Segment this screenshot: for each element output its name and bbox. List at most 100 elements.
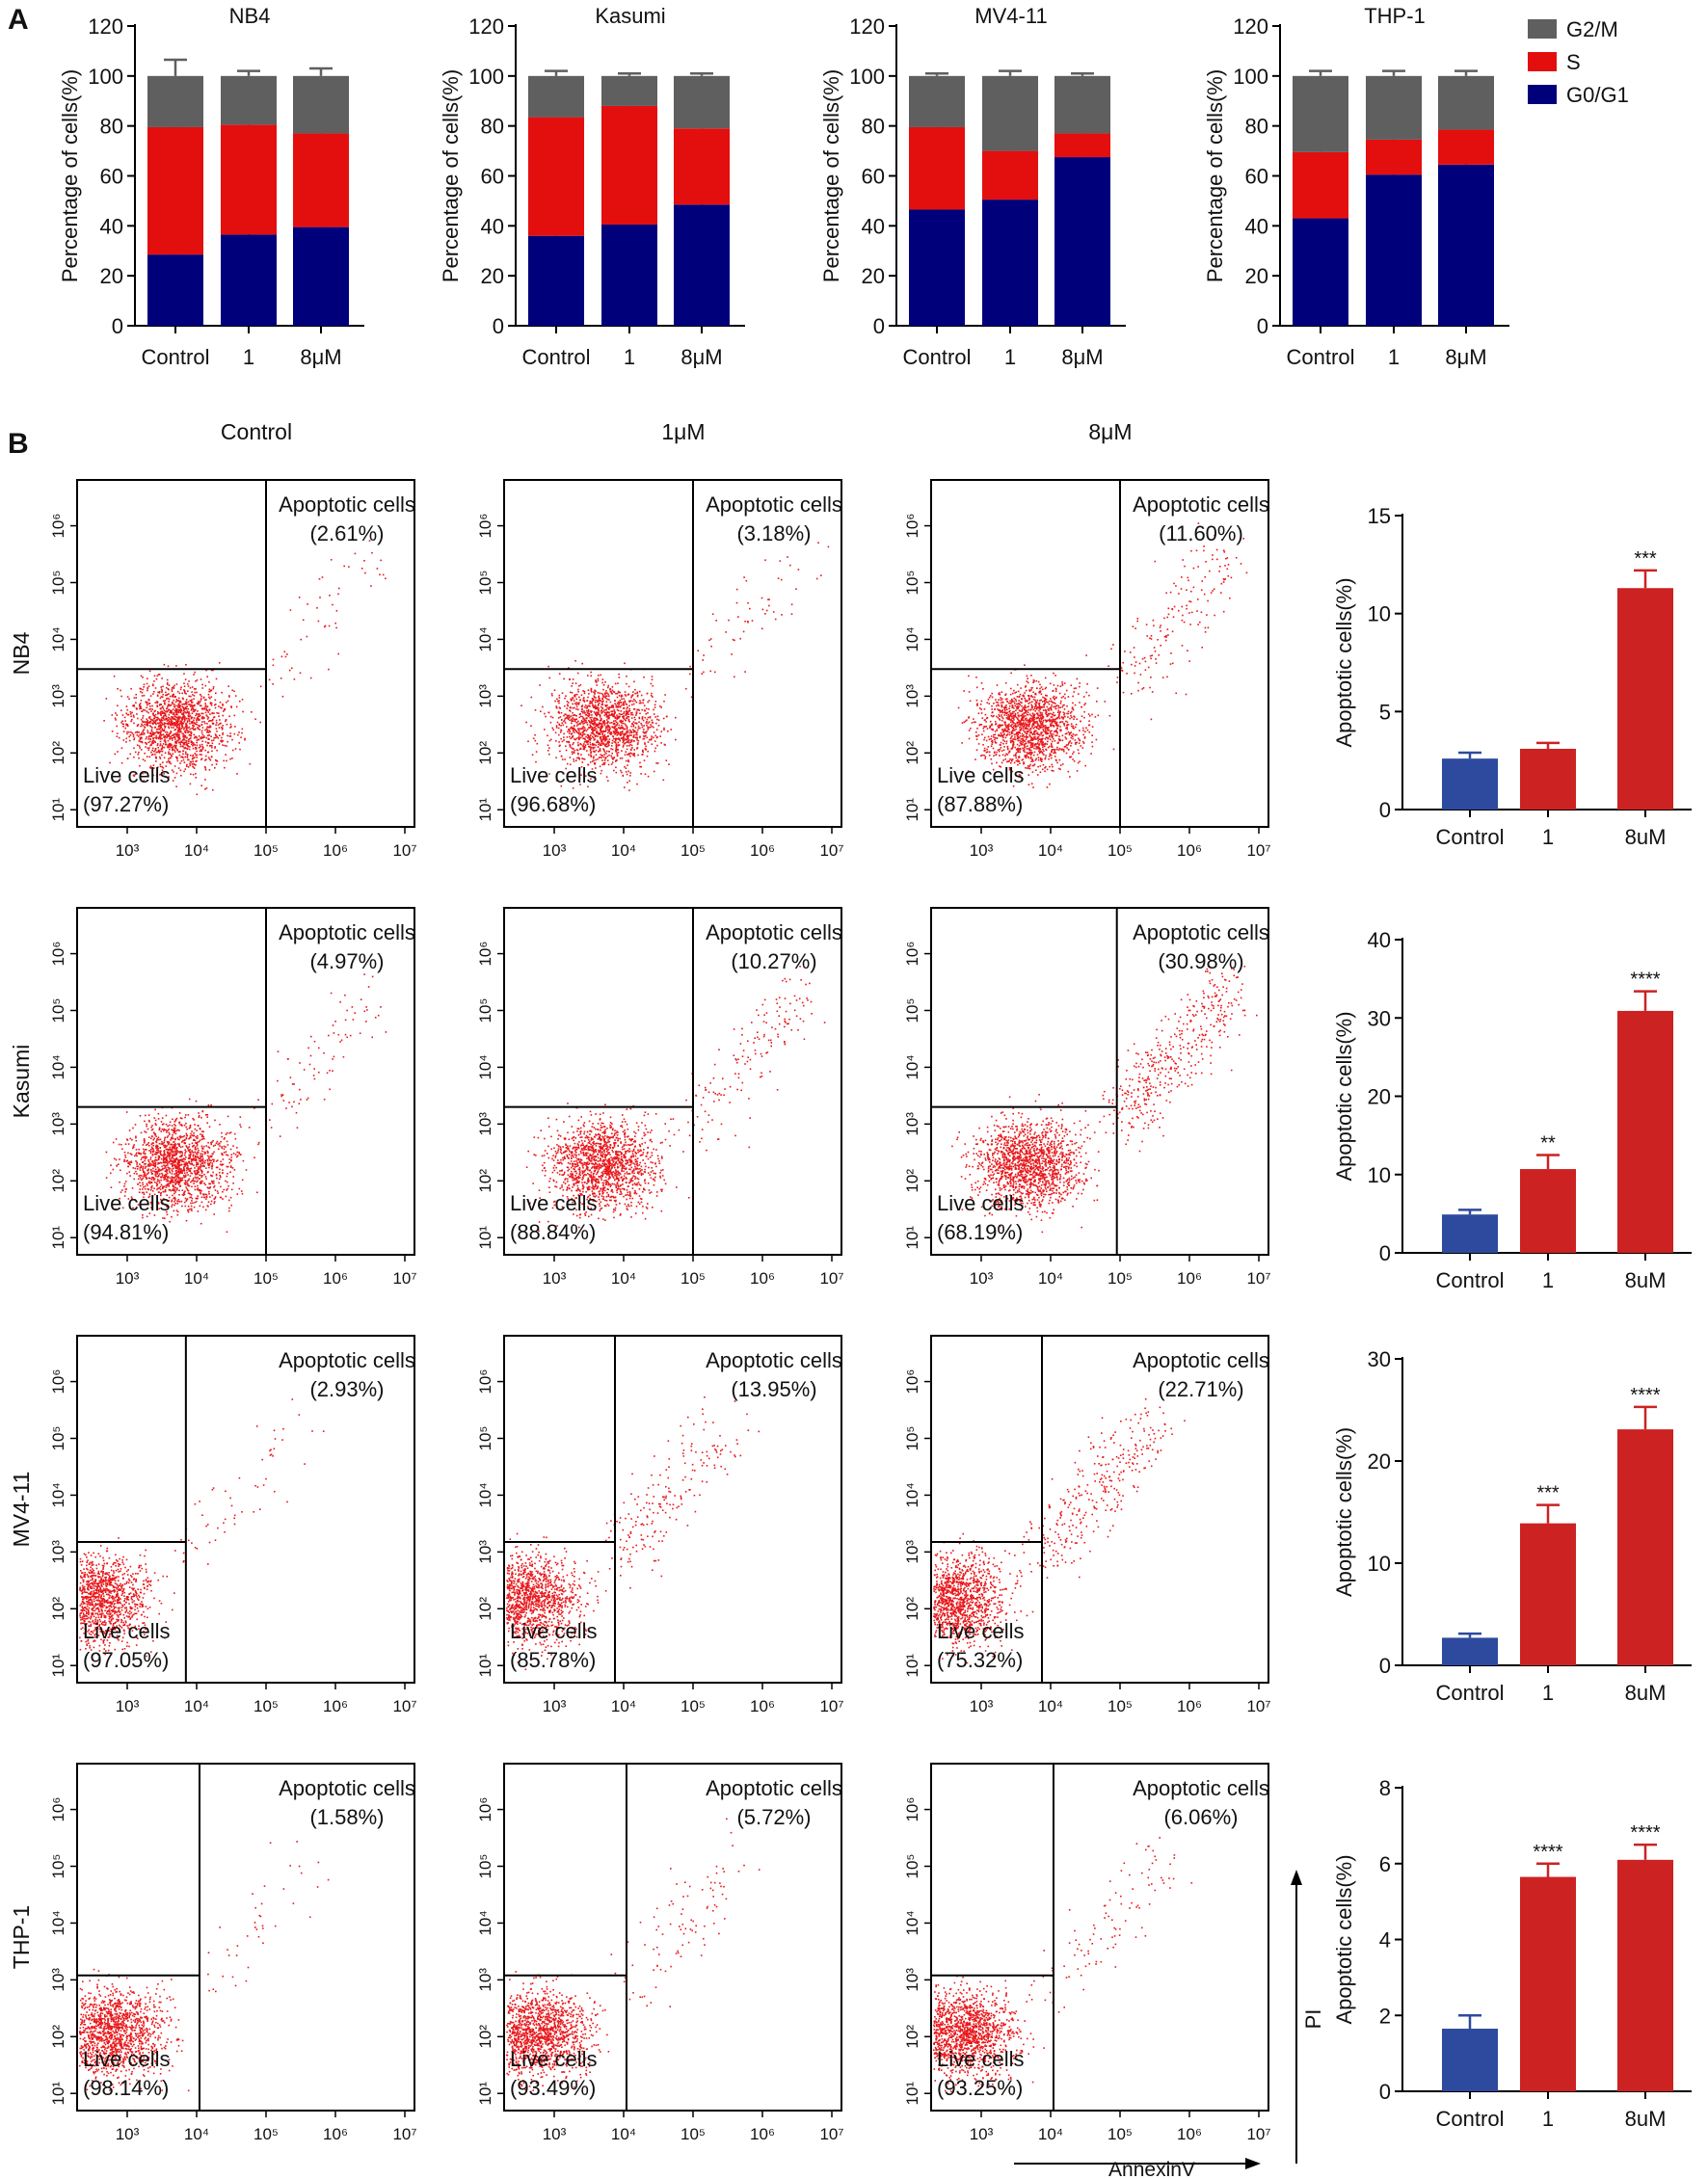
dot [606,727,608,729]
dot [1222,549,1225,551]
dot [160,730,162,732]
dot [152,737,154,739]
dot [187,713,190,715]
dot [602,738,605,740]
dot [173,713,175,716]
dot [991,711,994,714]
dot [218,743,221,745]
dot [609,688,611,690]
dot [594,693,596,695]
dot [181,713,183,715]
dot [574,682,577,684]
dot [335,626,337,629]
dot [376,568,379,570]
dot [131,731,134,734]
dot [594,705,596,707]
dot [963,690,965,692]
dot [205,707,207,710]
dot [175,704,177,707]
dot [179,751,181,753]
dot [1050,720,1052,723]
dot [1039,711,1042,713]
dot [192,747,195,750]
dot [583,741,586,743]
dot [175,772,178,775]
dot [984,750,986,752]
dot [150,729,153,731]
dot [1014,713,1017,716]
dot [627,711,629,713]
dot [621,732,624,734]
flow-plot-nb4-2: Apoptotic cells(11.60%)Live cells(87.88%… [903,479,1271,860]
dot [651,743,654,745]
dot [580,719,583,722]
dot [181,732,184,734]
dot [215,678,218,680]
dot [1124,651,1126,652]
dot [135,707,138,709]
dot [188,748,191,751]
dot [583,701,586,703]
dot [557,700,559,703]
dot [1037,765,1039,768]
dot [620,704,623,706]
dot [1023,708,1026,711]
dot [1131,663,1133,666]
bar-s-1 [982,150,1038,200]
dot [193,717,196,719]
dot [606,692,608,694]
dot [1036,725,1039,728]
dot [587,689,590,691]
dot [176,724,179,726]
dot [160,710,162,713]
dot [212,669,214,672]
dot [569,745,572,747]
dot [210,756,213,757]
dot [208,734,210,736]
chart-title: THP-1 [1364,4,1426,28]
dot [1019,747,1022,750]
dot [160,748,163,751]
dot [582,712,584,714]
y-tick-label: 40 [481,214,504,238]
dot [1019,721,1021,724]
dot [1005,714,1008,717]
dot [196,747,198,749]
dot [1026,713,1028,716]
dot [142,720,144,723]
dot [148,747,150,749]
dot [1058,747,1061,750]
x-tick-label: 1 [243,345,254,369]
dot [620,769,622,772]
dot [568,714,570,717]
dot [1041,738,1043,741]
dot [180,723,183,726]
dot [1025,732,1027,734]
dot [1032,681,1034,683]
dot [231,689,233,692]
dot [631,711,633,714]
dot [1001,734,1003,737]
dot [601,726,603,728]
dot [612,723,615,725]
dot [579,732,582,734]
dot [963,721,966,724]
dot [1030,737,1033,740]
dot [200,712,203,715]
dot [623,736,625,739]
dot [211,750,213,753]
dot [192,707,194,709]
dot [1083,736,1086,738]
dot [1038,714,1041,717]
dot [130,719,133,721]
dot [1045,721,1048,723]
dot [160,718,163,720]
dot [603,731,605,732]
dot [191,722,194,724]
dot [1001,714,1002,716]
dot [581,715,584,718]
dot [646,718,649,721]
dot [184,692,186,694]
dot [152,693,154,695]
